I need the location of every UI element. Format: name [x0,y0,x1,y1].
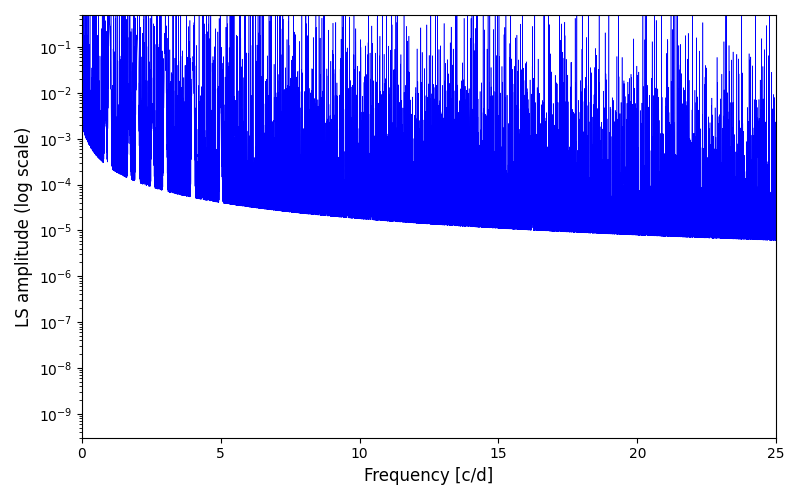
Y-axis label: LS amplitude (log scale): LS amplitude (log scale) [15,126,33,326]
X-axis label: Frequency [c/d]: Frequency [c/d] [364,467,494,485]
